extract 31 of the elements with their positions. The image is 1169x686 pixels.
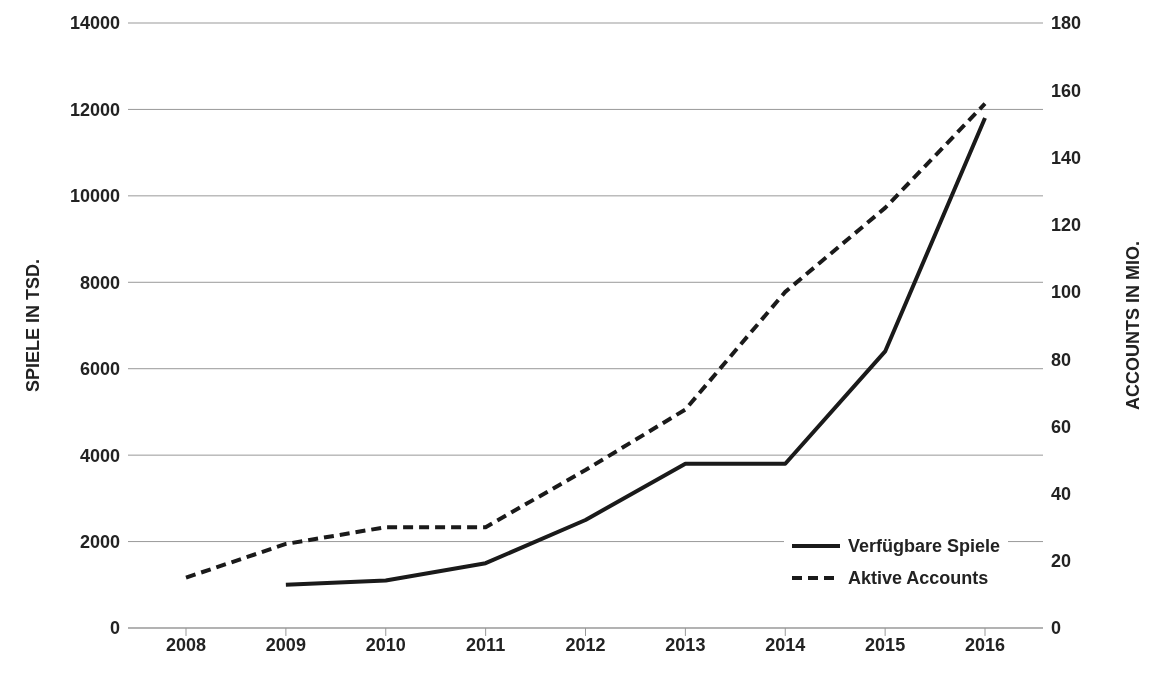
x-tick-label: 2010: [365, 634, 406, 655]
x-tick-label: 2015: [865, 634, 906, 655]
y-tick-label: 4000: [79, 445, 120, 466]
y2-tick-label: 60: [1051, 416, 1072, 437]
y-tick-label: 2000: [79, 531, 120, 552]
y-axis-title: SPIELE IN TSD.: [23, 258, 44, 393]
y2-axis-title: ACCOUNTS IN MIO.: [1123, 241, 1144, 410]
y-tick-label: 6000: [79, 359, 120, 380]
y2-tick-label: 100: [1051, 282, 1082, 303]
x-tick-label: 2016: [964, 634, 1006, 655]
x-tick-label: 2014: [765, 634, 806, 655]
y2-tick-label: 0: [1051, 618, 1062, 639]
y2-tick-label: 120: [1051, 215, 1082, 236]
legend-label: Aktive Accounts: [847, 567, 989, 589]
y2-tick-label: 140: [1051, 147, 1082, 168]
y2-tick-label: 20: [1051, 551, 1072, 572]
x-tick-label: 2009: [265, 634, 306, 655]
y2-tick-label: 80: [1051, 349, 1072, 370]
y2-tick-label: 40: [1051, 483, 1072, 504]
y-tick-label: 8000: [79, 272, 120, 293]
x-tick-label: 2008: [165, 634, 207, 655]
y-tick-label: 0: [109, 618, 120, 639]
legend-label: Verfügbare Spiele: [847, 535, 1000, 557]
y2-tick-label: 160: [1051, 80, 1082, 101]
x-tick-label: 2013: [665, 634, 706, 655]
x-tick-label: 2012: [565, 634, 606, 655]
y-tick-label: 12000: [69, 99, 120, 120]
y-tick-label: 10000: [69, 186, 120, 207]
x-tick-label: 2011: [466, 634, 506, 655]
y-tick-label: 14000: [69, 13, 120, 34]
y2-tick-label: 180: [1051, 13, 1082, 34]
